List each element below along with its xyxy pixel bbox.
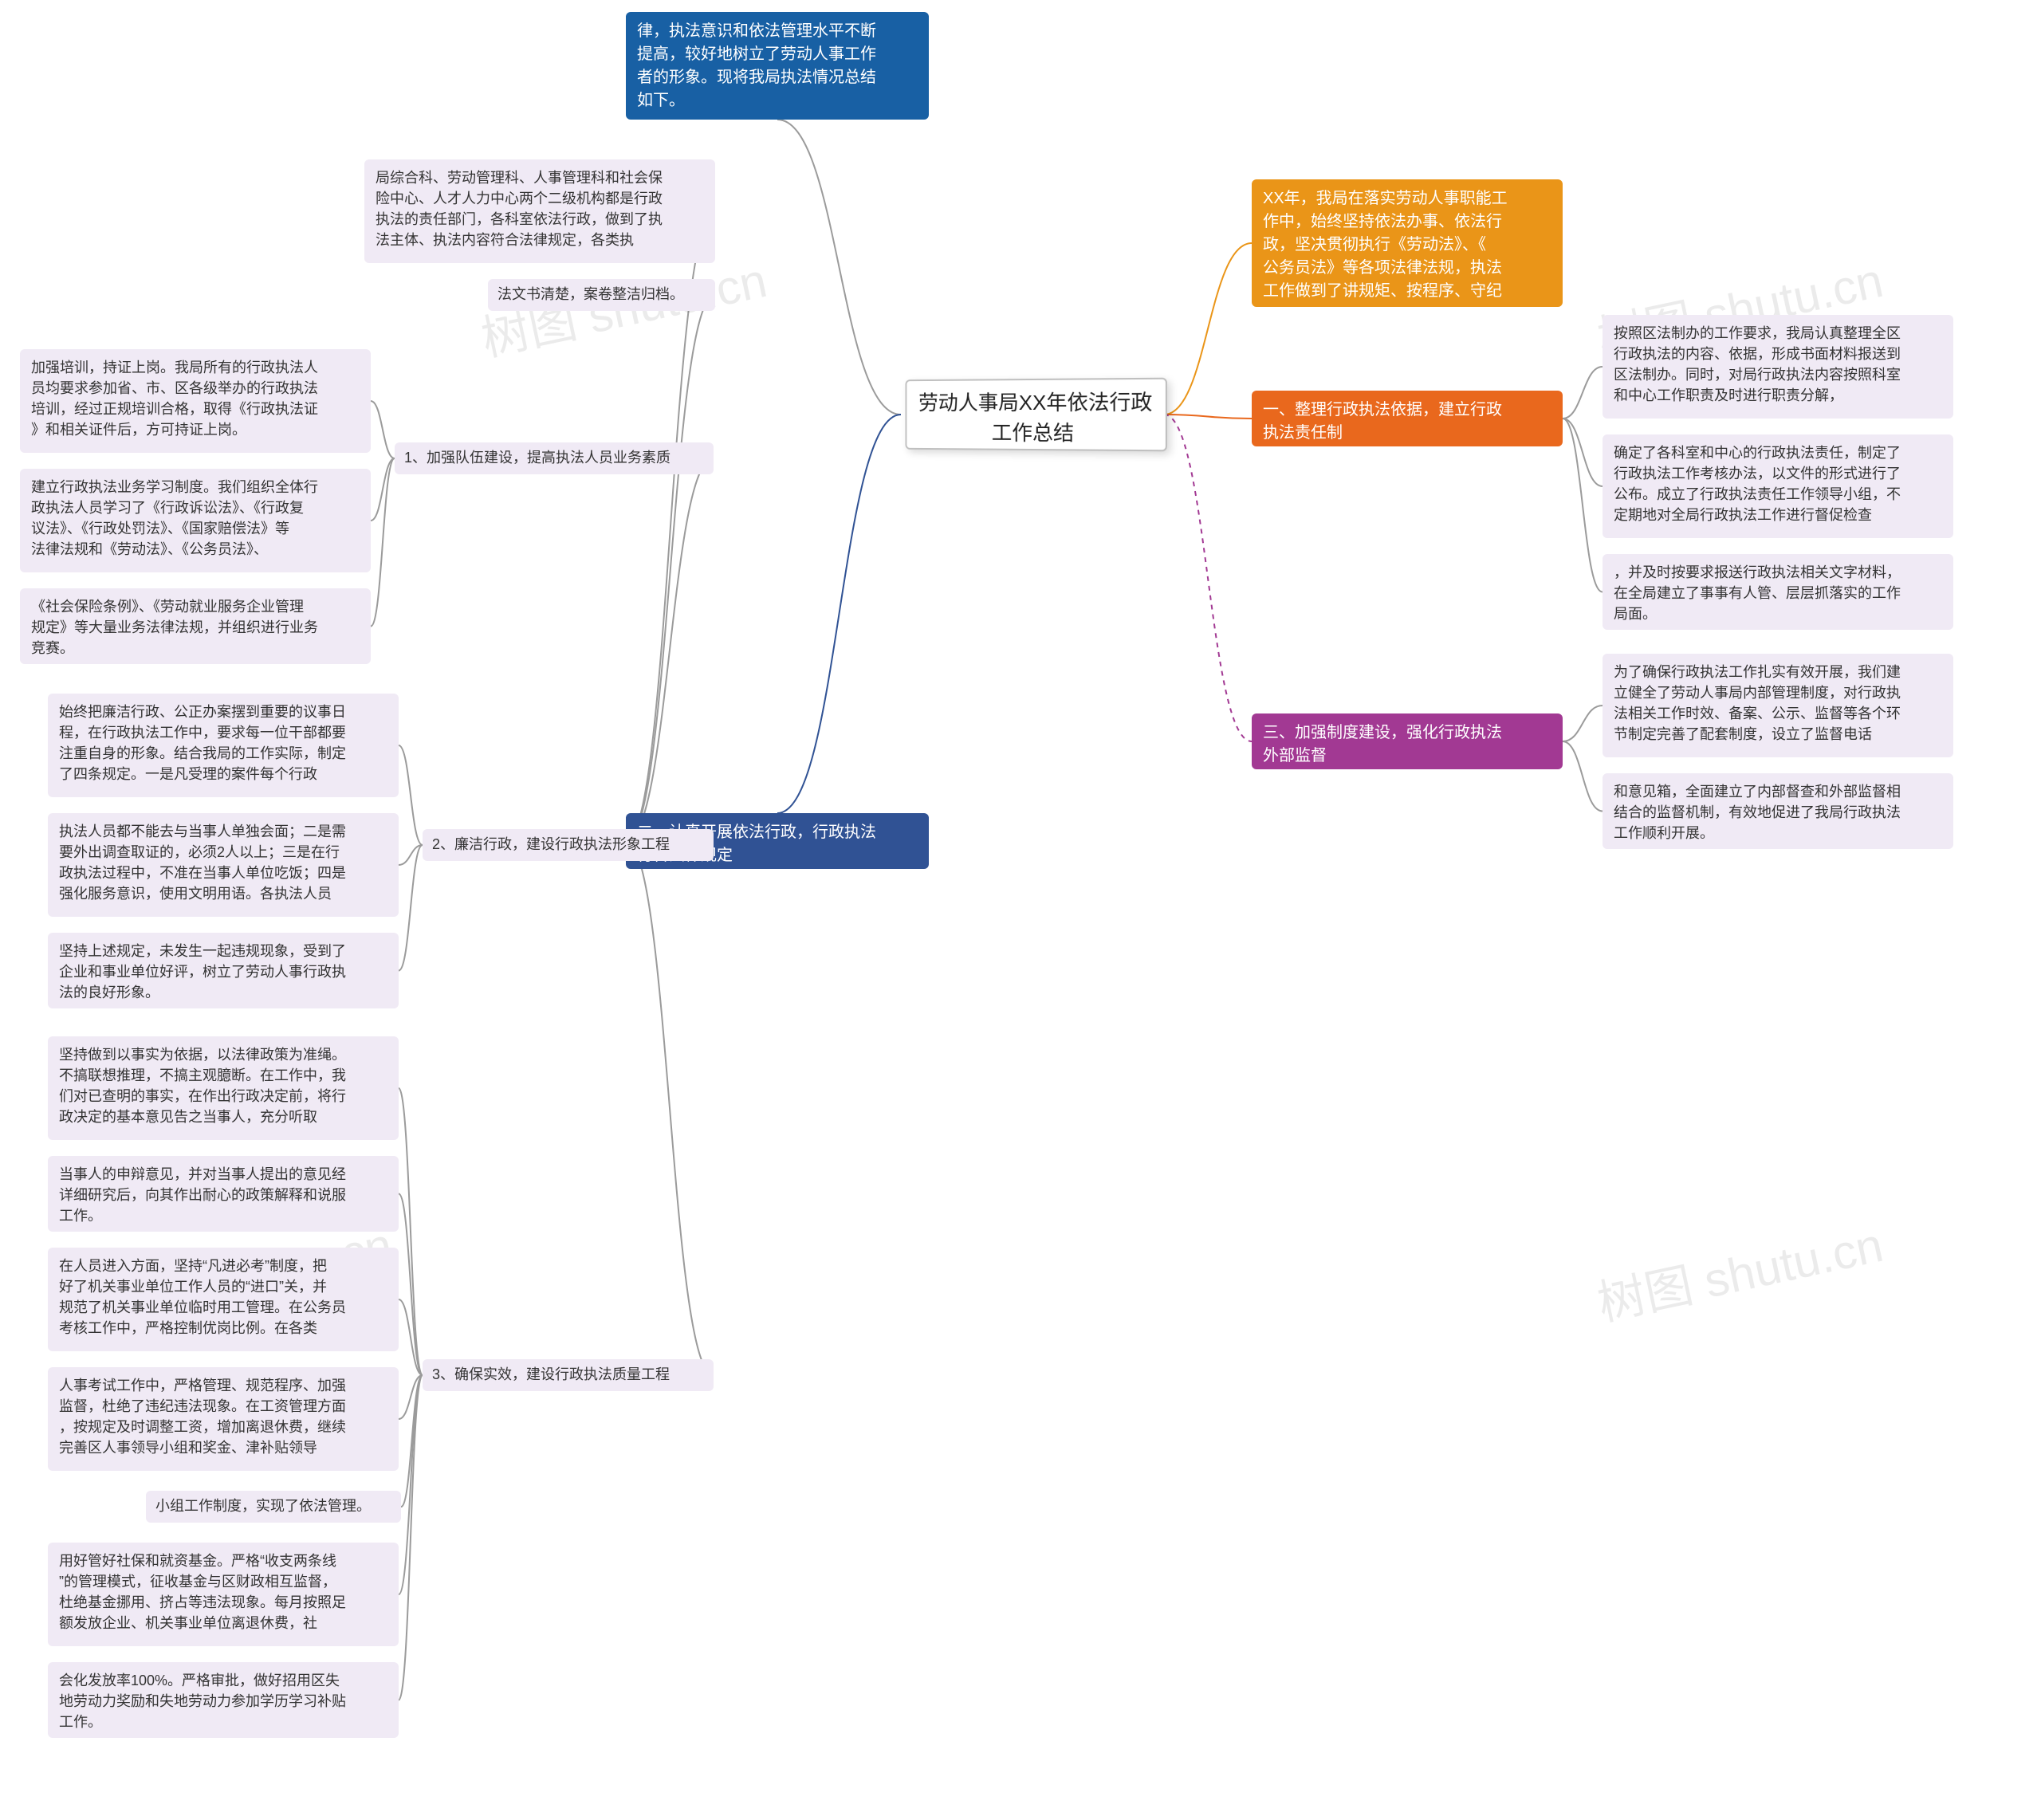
node-label: 为了确保行政执法工作扎实有效开展，我们建 立健全了劳动人事局内部管理制度，对行政… (1614, 664, 1901, 742)
node-label: 一、整理行政执法依据，建立行政 执法责任制 (1263, 401, 1502, 442)
edge (1563, 741, 1603, 812)
node-n_s2_h3: 3、确保实效，建设行政执法质量工程 (423, 1359, 714, 1391)
edge (399, 1375, 423, 1419)
edge (399, 845, 423, 971)
node-n_s2_h3g: 会化发放率100%。严格审批，做好招用区失 地劳动力奖励和失地劳动力参加学历学习… (48, 1662, 399, 1738)
edge (1563, 706, 1603, 741)
edge (1563, 419, 1603, 592)
edge (777, 120, 901, 415)
node-label: 用好管好社保和就资基金。严格“收支两条线 ”的管理模式，征收基金与区财政相互监督… (59, 1553, 346, 1631)
node-n_s2_h1: 1、加强队伍建设，提高执法人员业务素质 (395, 442, 714, 474)
edge (371, 401, 395, 458)
edge (399, 745, 423, 845)
root-node: 劳动人事局XX年依法行政 工作总结 (905, 378, 1166, 452)
node-label: 劳动人事局XX年依法行政 工作总结 (918, 390, 1152, 445)
node-n_s3: 三、加强制度建设，强化行政执法 外部监督 (1252, 713, 1563, 769)
node-label: 3、确保实效，建设行政执法质量工程 (432, 1366, 670, 1382)
edge (626, 841, 714, 1375)
node-n_s2_h1a: 加强培训，持证上岗。我局所有的行政执法人 员均要求参加省、市、区各级举办的行政执… (20, 349, 371, 453)
node-n_s2_h3f: 用好管好社保和就资基金。严格“收支两条线 ”的管理模式，征收基金与区财政相互监督… (48, 1543, 399, 1646)
node-label: 法文书清楚，案卷整洁归档。 (497, 286, 684, 302)
node-n_s2_h2c: 坚持上述规定，未发生一起违规现象，受到了 企业和事业单位好评，树立了劳动人事行政… (48, 933, 399, 1008)
node-label: 坚持上述规定，未发生一起违规现象，受到了 企业和事业单位好评，树立了劳动人事行政… (59, 943, 346, 1000)
node-n_s2_h3e: 小组工作制度，实现了依法管理。 (146, 1491, 401, 1523)
edge (1563, 419, 1603, 486)
edge (626, 295, 715, 841)
watermark: 树图 shutu.cn (1591, 1206, 1889, 1335)
node-n_s2_h1b: 建立行政执法业务学习制度。我们组织全体行 政执法人员学习了《行政诉讼法》、《行政… (20, 469, 371, 572)
edge (399, 845, 423, 865)
node-n_s1a: 按照区法制办的工作要求，我局认真整理全区 行政执法的内容、依据，形成书面材料报送… (1603, 315, 1953, 419)
node-label: 加强培训，持证上岗。我局所有的行政执法人 员均要求参加省、市、区各级举办的行政执… (31, 360, 318, 438)
node-label: 律，执法意识和依法管理水平不断 提高，较好地树立了劳动人事工作 者的形象。现将我… (637, 22, 876, 109)
edge (399, 1375, 423, 1594)
node-n_s2_h2a: 始终把廉洁行政、公正办案摆到重要的议事日 程，在行政执法工作中，要求每一位干部都… (48, 694, 399, 797)
node-n_s2_h3d: 人事考试工作中，严格管理、规范程序、加强 监督，杜绝了违纪违法现象。在工资管理方… (48, 1367, 399, 1471)
node-label: 执法人员都不能去与当事人单独会面；二是需 要外出调查取证的，必须2人以上；三是在… (59, 824, 346, 902)
node-label: 坚持做到以事实为依据，以法律政策为准绳。 不搞联想推理，不搞主观臆断。在工作中，… (59, 1047, 346, 1125)
node-n_intro: 律，执法意识和依法管理水平不断 提高，较好地树立了劳动人事工作 者的形象。现将我… (626, 12, 929, 120)
edge (371, 458, 395, 521)
node-n_s3b: 和意见箱，全面建立了内部督查和外部监督相 结合的监督机制，有效地促进了我局行政执… (1603, 773, 1953, 849)
edge (1164, 243, 1252, 415)
node-n_s2_h1c: 《社会保险条例》、《劳动就业服务企业管理 规定》等大量业务法律法规，并组织进行业… (20, 588, 371, 664)
node-n_s1: 一、整理行政执法依据，建立行政 执法责任制 (1252, 391, 1563, 446)
node-label: 建立行政执法业务学习制度。我们组织全体行 政执法人员学习了《行政诉讼法》、《行政… (31, 479, 318, 557)
node-n_s1c: ，并及时按要求报送行政执法相关文字材料， 在全局建立了事事有人管、层层抓落实的工… (1603, 554, 1953, 630)
node-label: ，并及时按要求报送行政执法相关文字材料， 在全局建立了事事有人管、层层抓落实的工… (1614, 564, 1901, 622)
node-n_s2_p2: 法文书清楚，案卷整洁归档。 (488, 279, 715, 311)
node-label: 按照区法制办的工作要求，我局认真整理全区 行政执法的内容、依据，形成书面材料报送… (1614, 325, 1901, 403)
edge (399, 1194, 423, 1376)
node-label: XX年，我局在落实劳动人事职能工 作中，始终坚持依法办事、依法行 政，坚决贯彻执… (1263, 190, 1508, 300)
edge (1164, 415, 1252, 419)
node-label: 小组工作制度，实现了依法管理。 (155, 1498, 371, 1514)
node-n_s2_h2b: 执法人员都不能去与当事人单独会面；二是需 要外出调查取证的，必须2人以上；三是在… (48, 813, 399, 917)
node-n_s2_h3c: 在人员进入方面，坚持“凡进必考”制度，把 好了机关事业单位工作人员的“进口”关，… (48, 1248, 399, 1351)
edge (399, 1299, 423, 1375)
node-n_s1b: 确定了各科室和中心的行政执法责任，制定了 行政执法工作考核办法，以文件的形式进行… (1603, 434, 1953, 538)
mindmap-canvas: 树图 shutu.cn树图 shutu.cn树图 shutu.cn树图 shut… (0, 0, 2041, 1820)
edge (399, 1088, 423, 1375)
node-n_summary: XX年，我局在落实劳动人事职能工 作中，始终坚持依法办事、依法行 政，坚决贯彻执… (1252, 179, 1563, 307)
node-label: 2、廉洁行政，建设行政执法形象工程 (432, 836, 670, 852)
node-label: 始终把廉洁行政、公正办案摆到重要的议事日 程，在行政执法工作中，要求每一位干部都… (59, 704, 346, 782)
edge (399, 1375, 423, 1700)
node-label: 1、加强队伍建设，提高执法人员业务素质 (404, 450, 671, 466)
edge (401, 1375, 423, 1507)
edge (626, 458, 714, 841)
edge (1563, 367, 1603, 419)
edge (777, 415, 901, 813)
edge (1164, 415, 1252, 741)
node-label: 《社会保险条例》、《劳动就业服务企业管理 规定》等大量业务法律法规，并组织进行业… (31, 599, 318, 656)
node-label: 三、加强制度建设，强化行政执法 外部监督 (1263, 724, 1502, 765)
node-n_s2_h3b: 当事人的申辩意见，并对当事人提出的意见经 详细研究后，向其作出耐心的政策解释和说… (48, 1156, 399, 1232)
node-label: 在人员进入方面，坚持“凡进必考”制度，把 好了机关事业单位工作人员的“进口”关，… (59, 1258, 346, 1336)
node-n_s2_h2: 2、廉洁行政，建设行政执法形象工程 (423, 829, 714, 861)
node-n_s2_p1: 局综合科、劳动管理科、人事管理科和社会保 险中心、人才人力中心两个二级机构都是行… (364, 159, 715, 263)
node-n_s3a: 为了确保行政执法工作扎实有效开展，我们建 立健全了劳动人事局内部管理制度，对行政… (1603, 654, 1953, 757)
node-label: 会化发放率100%。严格审批，做好招用区失 地劳动力奖励和失地劳动力参加学历学习… (59, 1673, 346, 1730)
node-label: 人事考试工作中，严格管理、规范程序、加强 监督，杜绝了违纪违法现象。在工资管理方… (59, 1378, 346, 1456)
node-label: 局综合科、劳动管理科、人事管理科和社会保 险中心、人才人力中心两个二级机构都是行… (376, 170, 663, 248)
node-label: 和意见箱，全面建立了内部督查和外部监督相 结合的监督机制，有效地促进了我局行政执… (1614, 784, 1901, 841)
node-n_s2_h3a: 坚持做到以事实为依据，以法律政策为准绳。 不搞联想推理，不搞主观臆断。在工作中，… (48, 1036, 399, 1140)
node-label: 确定了各科室和中心的行政执法责任，制定了 行政执法工作考核办法，以文件的形式进行… (1614, 445, 1901, 523)
edge (371, 458, 395, 627)
node-label: 当事人的申辩意见，并对当事人提出的意见经 详细研究后，向其作出耐心的政策解释和说… (59, 1166, 346, 1224)
